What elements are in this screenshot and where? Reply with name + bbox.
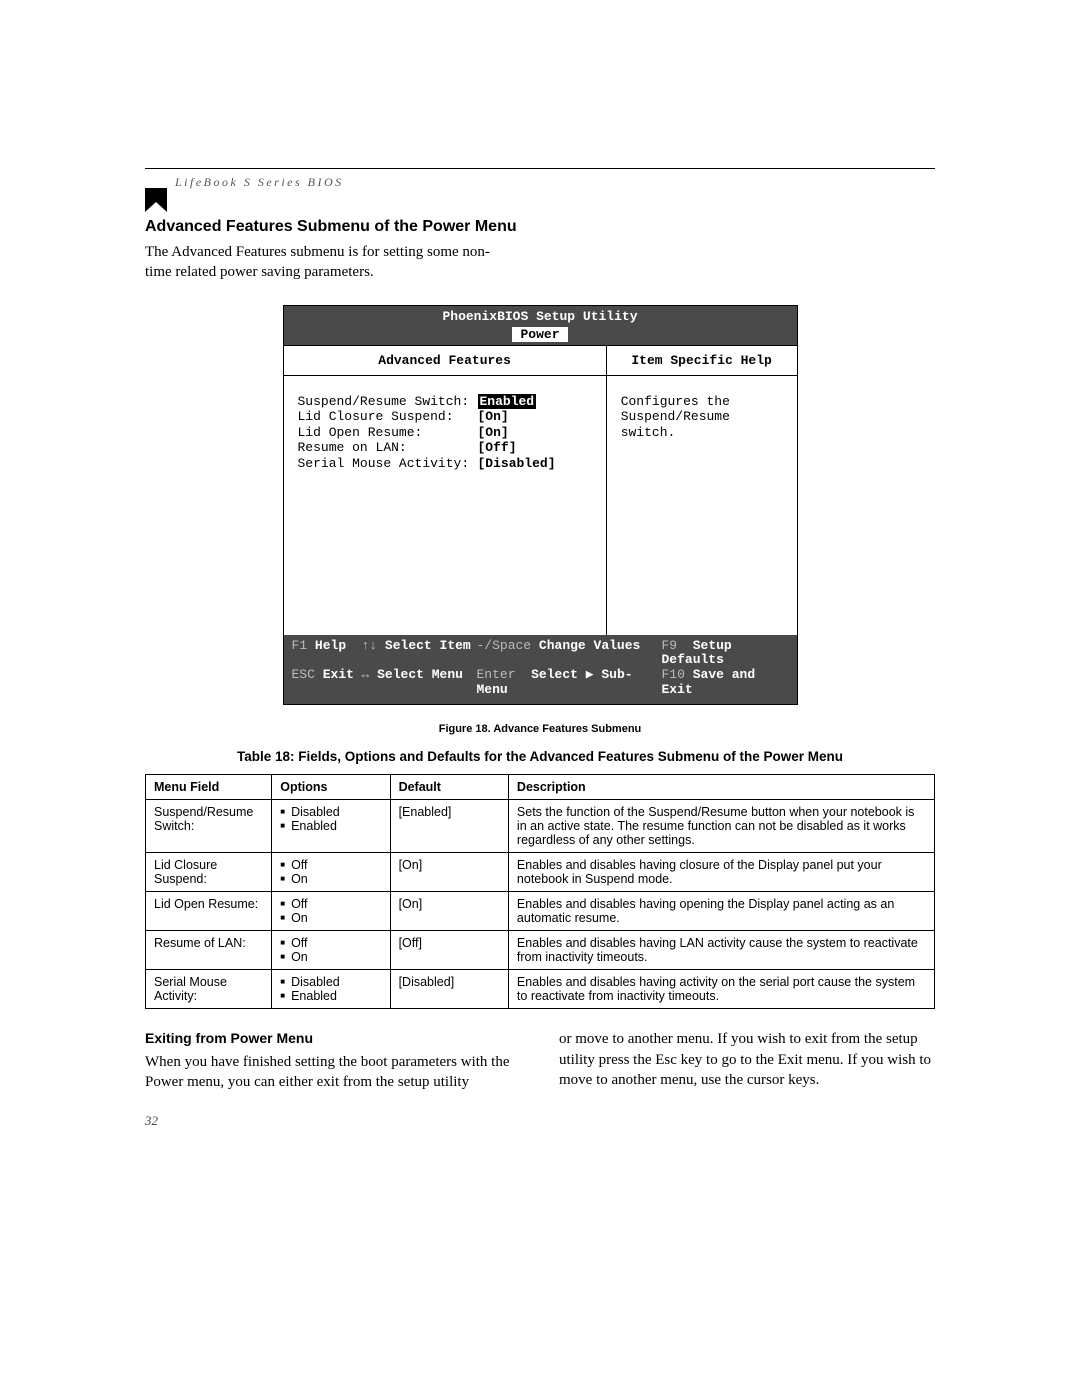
bios-setting-row: Serial Mouse Activity: [Disabled] <box>298 456 592 472</box>
bios-left-pane: Advanced Features Suspend/Resume Switch:… <box>284 346 607 635</box>
cell-description: Enables and disables having LAN activity… <box>508 931 934 970</box>
exiting-left-text: When you have finished setting the boot … <box>145 1054 509 1090</box>
option-item: Off <box>280 858 381 872</box>
bios-setting-row: Lid Closure Suspend: [On] <box>298 409 592 425</box>
cell-menu: Lid Closure Suspend: <box>146 853 272 892</box>
table-head-default: Default <box>390 775 508 800</box>
option-item: Enabled <box>280 819 381 833</box>
bios-footer-row: F1 Help ↑↓ Select Item -/Space Change Va… <box>292 639 789 669</box>
bios-setting-label: Serial Mouse Activity: <box>298 456 478 472</box>
option-item: Off <box>280 936 381 950</box>
cell-default: [On] <box>390 853 508 892</box>
bios-right-pane: Item Specific Help Configures the Suspen… <box>607 346 797 635</box>
cell-options: Off On <box>272 931 390 970</box>
cell-default: [Disabled] <box>390 970 508 1009</box>
bios-help-line: Configures the <box>621 394 783 410</box>
page-content: LifeBook S Series BIOS Advanced Features… <box>145 168 935 1129</box>
bios-key: -/Space <box>477 638 532 653</box>
exiting-right-text: or move to another menu. If you wish to … <box>559 1031 931 1088</box>
bios-key-label: Help <box>315 638 346 653</box>
table-head-menu: Menu Field <box>146 775 272 800</box>
bios-setting-label: Resume on LAN: <box>298 440 478 456</box>
bios-key-label: Select Menu <box>377 667 463 682</box>
options-table-body: Suspend/Resume Switch: Disabled Enabled … <box>146 800 935 1009</box>
page-number: 32 <box>145 1113 935 1129</box>
bios-screenshot: PhoenixBIOS Setup Utility Power Advanced… <box>283 305 798 706</box>
table-head-options: Options <box>272 775 390 800</box>
cell-options: Disabled Enabled <box>272 970 390 1009</box>
option-item: Enabled <box>280 989 381 1003</box>
cell-options: Disabled Enabled <box>272 800 390 853</box>
table-head-description: Description <box>508 775 934 800</box>
options-table: Menu Field Options Default Description S… <box>145 774 935 1009</box>
exiting-right-column: or move to another menu. If you wish to … <box>559 1029 935 1092</box>
bios-setting-value: [Disabled] <box>478 456 556 472</box>
bios-key: F9 <box>662 638 678 653</box>
bios-setting-row: Lid Open Resume: [On] <box>298 425 592 441</box>
bios-key: ESC <box>292 667 315 682</box>
exiting-section: Exiting from Power Menu When you have fi… <box>145 1029 935 1092</box>
bios-settings-list: Suspend/Resume Switch: Enabled Lid Closu… <box>284 376 606 490</box>
cell-menu: Lid Open Resume: <box>146 892 272 931</box>
cell-menu: Serial Mouse Activity: <box>146 970 272 1009</box>
option-item: Off <box>280 897 381 911</box>
bios-setting-row: Suspend/Resume Switch: Enabled <box>298 394 592 410</box>
table-row: Suspend/Resume Switch: Disabled Enabled … <box>146 800 935 853</box>
exiting-title: Exiting from Power Menu <box>145 1029 521 1048</box>
bios-key: F1 <box>292 638 308 653</box>
cell-default: [Off] <box>390 931 508 970</box>
section-title: Advanced Features Submenu of the Power M… <box>145 218 935 236</box>
cell-options: Off On <box>272 853 390 892</box>
bios-setting-value: [Off] <box>478 440 517 456</box>
table-row: Resume of LAN: Off On [Off] Enables and … <box>146 931 935 970</box>
bios-setting-label: Lid Open Resume: <box>298 425 478 441</box>
bios-tab-bar: Power <box>284 325 797 345</box>
bios-help-line: Suspend/Resume switch. <box>621 409 783 440</box>
bios-active-tab: Power <box>512 327 567 342</box>
option-item: Disabled <box>280 805 381 819</box>
bios-setting-value: [On] <box>478 409 509 425</box>
bios-key: F10 <box>662 667 685 682</box>
bios-key-label: Select Item <box>385 638 471 653</box>
running-head: LifeBook S Series BIOS <box>175 175 935 190</box>
cell-description: Enables and disables having opening the … <box>508 892 934 931</box>
bios-key-label: Change Values <box>539 638 640 653</box>
cell-description: Sets the function of the Suspend/Resume … <box>508 800 934 853</box>
bios-right-title: Item Specific Help <box>607 346 797 376</box>
table-row: Serial Mouse Activity: Disabled Enabled … <box>146 970 935 1009</box>
bios-key-label: Exit <box>323 667 354 682</box>
cell-menu: Resume of LAN: <box>146 931 272 970</box>
bios-setting-value: [On] <box>478 425 509 441</box>
bios-left-title: Advanced Features <box>284 346 606 376</box>
option-item: Disabled <box>280 975 381 989</box>
bios-key: ↑↓ <box>362 638 378 653</box>
bios-setting-value: Enabled <box>478 394 537 410</box>
intro-paragraph: The Advanced Features submenu is for set… <box>145 242 505 283</box>
option-item: On <box>280 911 381 925</box>
cell-description: Enables and disables having closure of t… <box>508 853 934 892</box>
table-row: Lid Open Resume: Off On [On] Enables and… <box>146 892 935 931</box>
bios-footer-row: ESC Exit ↔ Select Menu Enter Select ▶ Su… <box>292 668 789 698</box>
cell-menu: Suspend/Resume Switch: <box>146 800 272 853</box>
cell-default: [Enabled] <box>390 800 508 853</box>
bios-setting-label: Lid Closure Suspend: <box>298 409 478 425</box>
option-item: On <box>280 950 381 964</box>
table-title: Table 18: Fields, Options and Defaults f… <box>145 749 935 764</box>
exiting-left-column: Exiting from Power Menu When you have fi… <box>145 1029 521 1092</box>
cell-options: Off On <box>272 892 390 931</box>
bios-key: Enter <box>477 667 516 682</box>
bios-utility-title: PhoenixBIOS Setup Utility <box>284 306 797 325</box>
option-item: On <box>280 872 381 886</box>
cell-default: [On] <box>390 892 508 931</box>
bios-help-text: Configures the Suspend/Resume switch. <box>607 376 797 459</box>
bios-setting-row: Resume on LAN: [Off] <box>298 440 592 456</box>
figure-caption: Figure 18. Advance Features Submenu <box>145 723 935 735</box>
table-row: Lid Closure Suspend: Off On [On] Enables… <box>146 853 935 892</box>
cell-description: Enables and disables having activity on … <box>508 970 934 1009</box>
bios-footer: F1 Help ↑↓ Select Item -/Space Change Va… <box>284 635 797 705</box>
bios-key: ↔ <box>362 667 370 682</box>
bios-body: Advanced Features Suspend/Resume Switch:… <box>284 345 797 635</box>
bios-setting-label: Suspend/Resume Switch: <box>298 394 478 410</box>
